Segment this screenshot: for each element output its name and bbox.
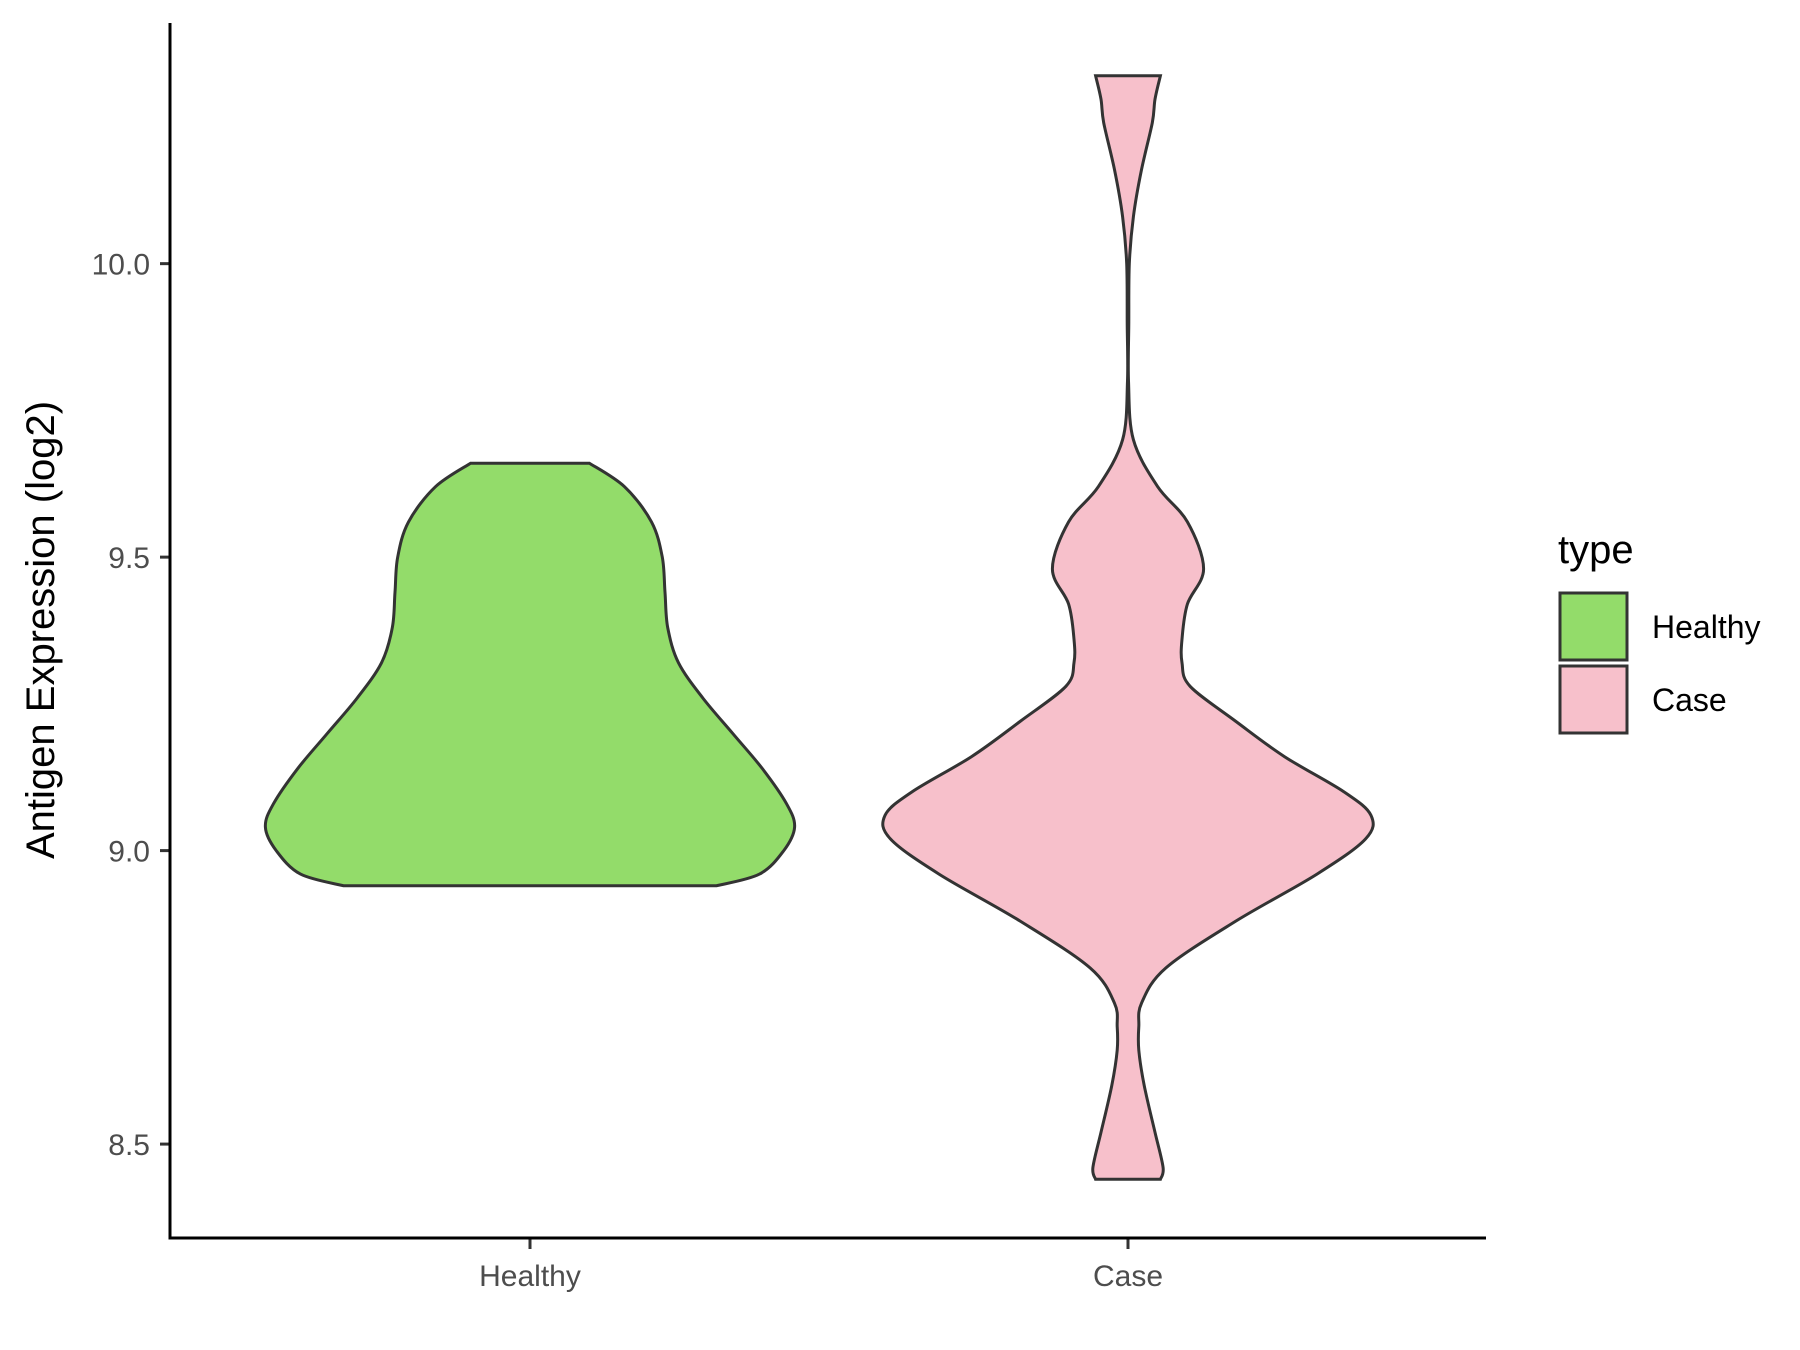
- y-axis-title: Antigen Expression (log2): [19, 401, 63, 859]
- violin-case: [881, 74, 1375, 1181]
- violin-layer: [263, 74, 1375, 1181]
- x-axis-ticks: Healthy Case: [479, 1238, 1163, 1293]
- y-axis-ticks: 8.5 9.0 9.5 10.0: [92, 249, 170, 1162]
- legend-swatch-healthy: [1558, 591, 1629, 662]
- legend-label-case: Case: [1652, 682, 1727, 718]
- y-tick-label: 8.5: [108, 1129, 150, 1162]
- y-tick-label: 10.0: [92, 249, 150, 282]
- legend-swatch-case: [1558, 664, 1629, 735]
- legend-title: type: [1558, 528, 1634, 572]
- legend: type Healthy Case: [1558, 528, 1761, 735]
- x-tick-label: Case: [1093, 1260, 1163, 1293]
- legend-label-healthy: Healthy: [1652, 609, 1761, 645]
- x-tick-label: Healthy: [479, 1260, 581, 1293]
- y-tick-label: 9.5: [108, 542, 150, 575]
- violin-healthy: [263, 461, 797, 888]
- y-tick-label: 9.0: [108, 836, 150, 869]
